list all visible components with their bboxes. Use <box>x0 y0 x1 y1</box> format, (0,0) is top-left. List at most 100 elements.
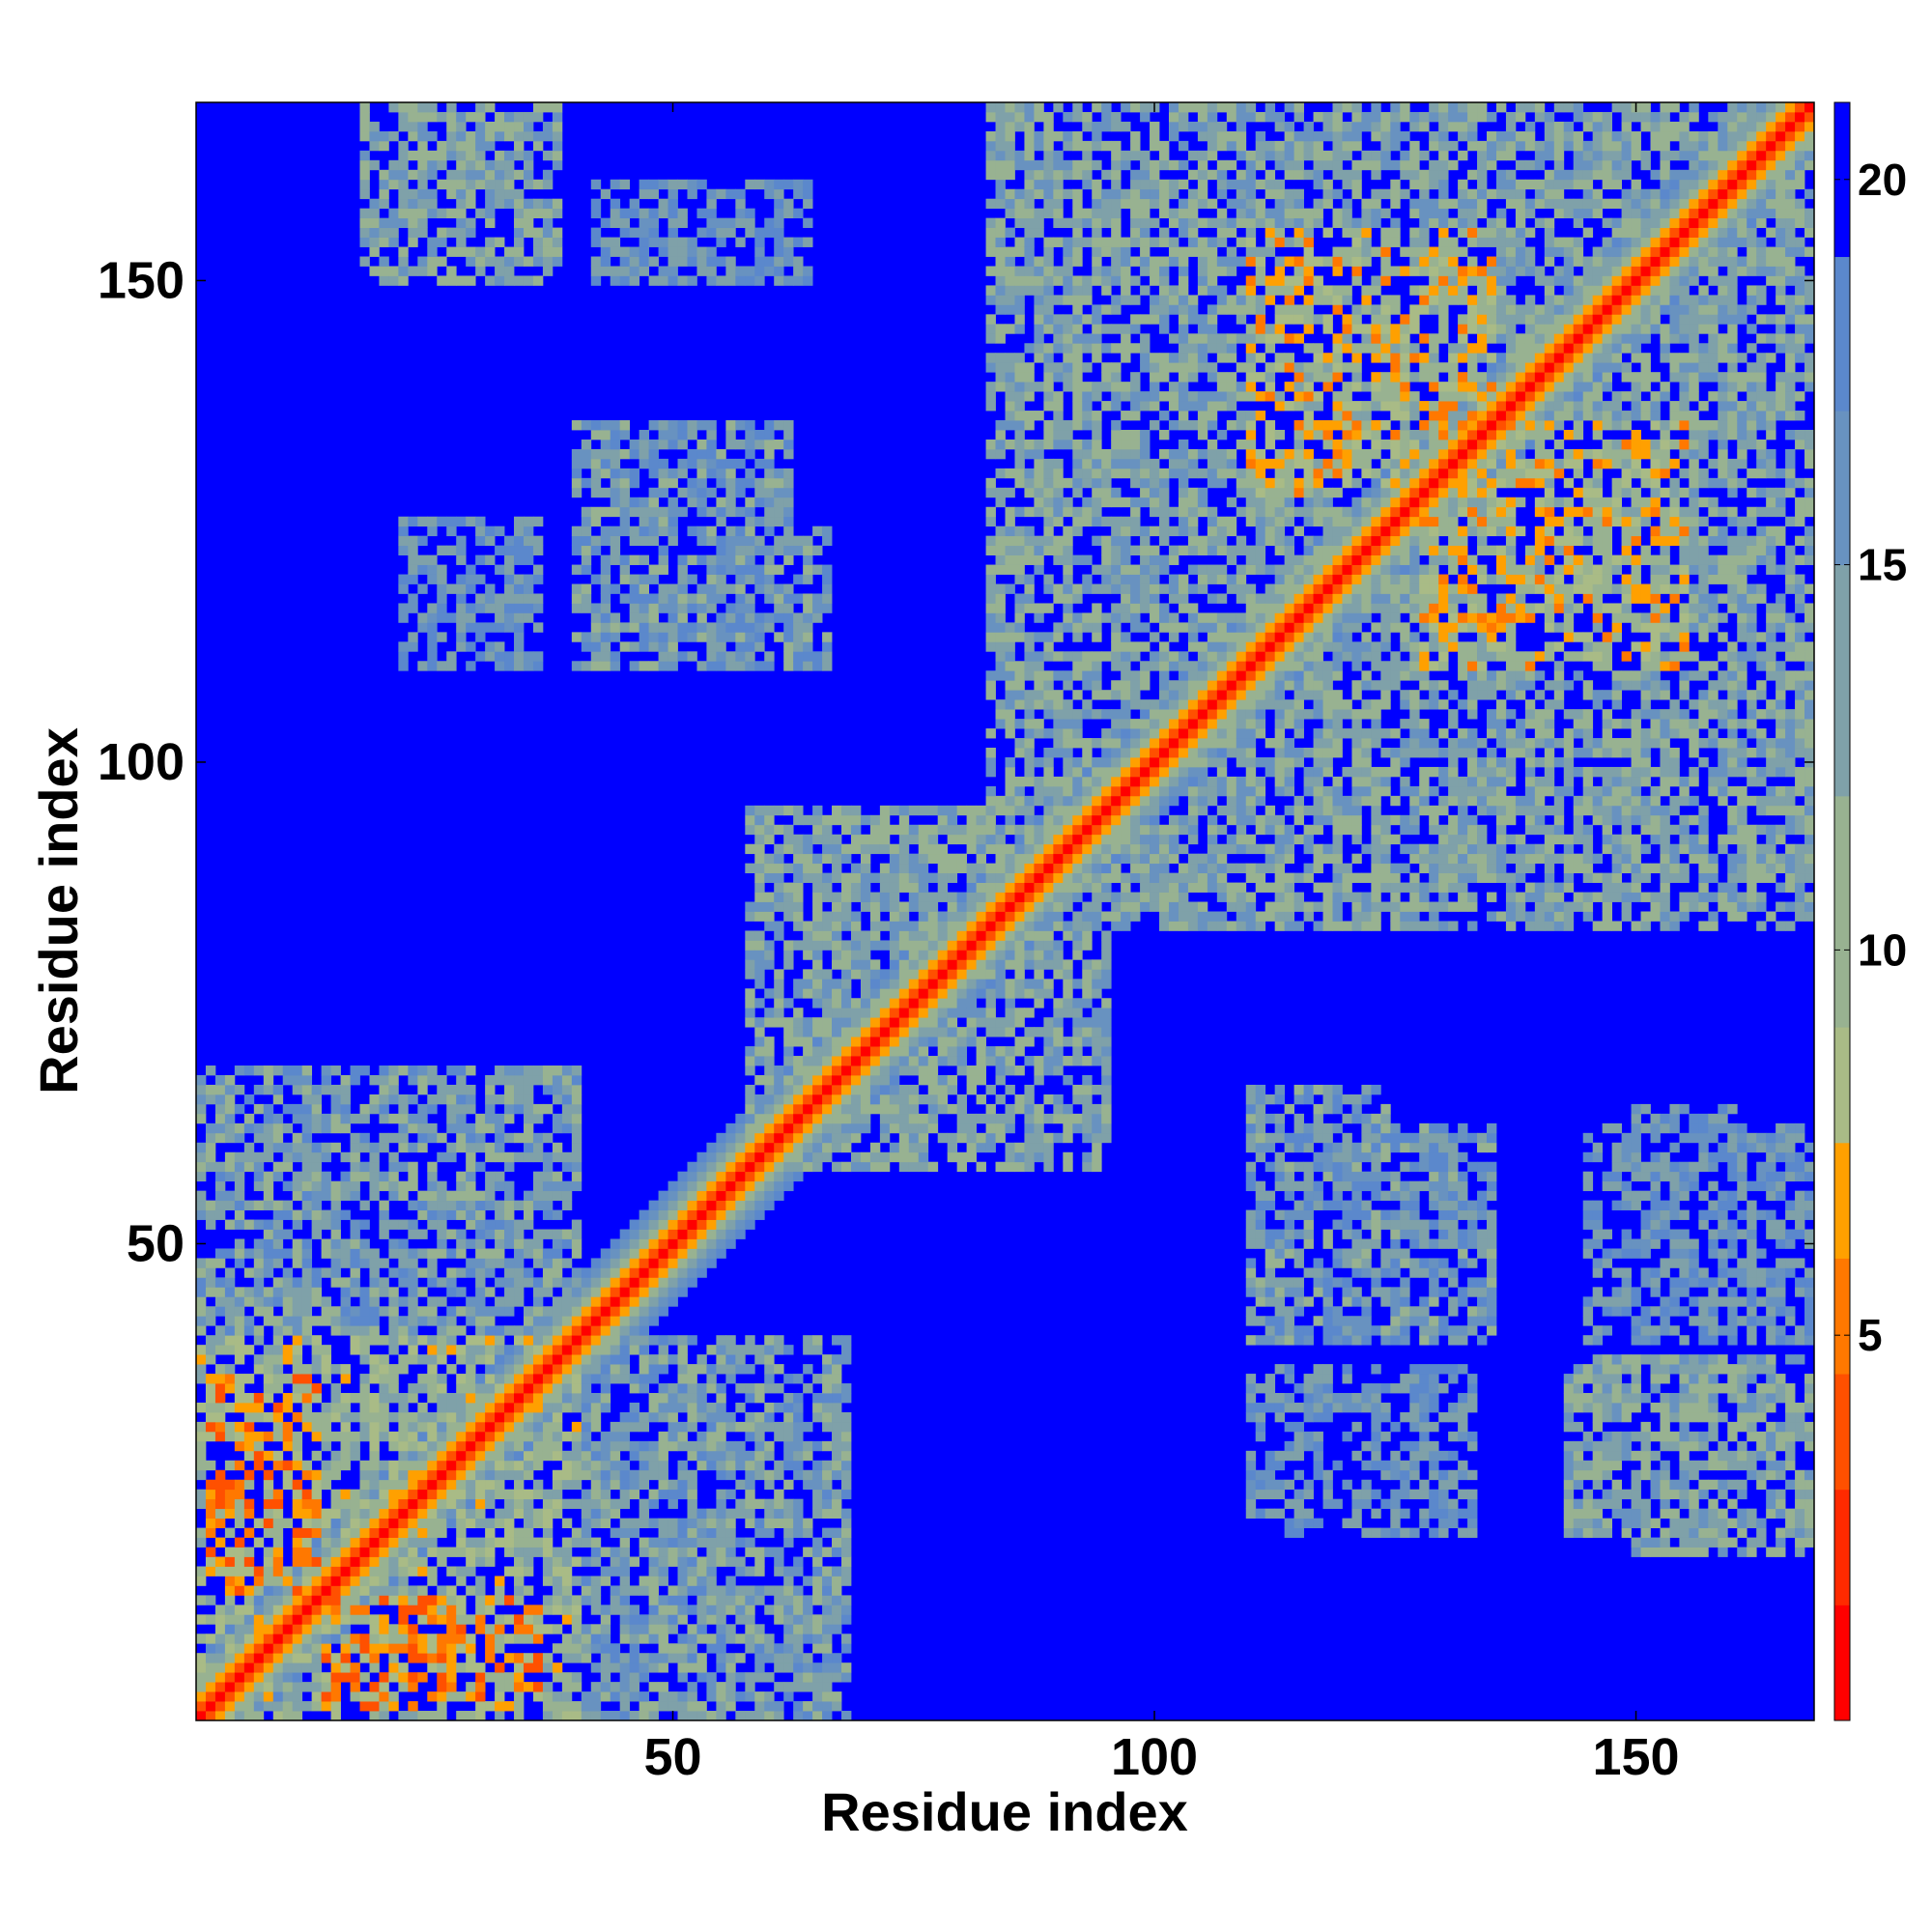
heatmap-cell <box>735 275 746 286</box>
heatmap-cell <box>253 1161 265 1173</box>
heatmap-cell <box>735 1440 746 1452</box>
heatmap-cell <box>272 1691 284 1702</box>
heatmap-cell <box>504 1450 515 1462</box>
heatmap-cell <box>658 1219 668 1230</box>
heatmap-cell <box>369 227 380 238</box>
heatmap-cell <box>889 805 900 816</box>
heatmap-cell <box>619 1527 631 1538</box>
heatmap-cell <box>272 1605 284 1615</box>
heatmap-cell <box>272 1489 284 1500</box>
heatmap-cell <box>330 1691 341 1702</box>
heatmap-cell <box>812 959 823 970</box>
heatmap-cell <box>379 1103 389 1115</box>
heatmap-cell <box>908 853 920 865</box>
heatmap-cell <box>668 1431 678 1442</box>
heatmap-cell <box>408 1354 418 1365</box>
heatmap-cell <box>205 1084 216 1095</box>
heatmap-cell <box>369 1691 380 1702</box>
heatmap-cell <box>754 1354 765 1365</box>
heatmap-cell <box>561 1325 573 1336</box>
heatmap-cell <box>456 169 467 181</box>
heatmap-cell <box>860 814 871 826</box>
heatmap-cell <box>321 1566 331 1577</box>
heatmap-cell <box>648 227 659 238</box>
heatmap-cell <box>610 583 621 594</box>
heatmap-cell <box>610 1335 621 1346</box>
heatmap-cell <box>677 1402 688 1413</box>
heatmap-cell <box>696 1605 707 1615</box>
heatmap-cell <box>369 1566 380 1577</box>
heatmap-cell <box>716 1691 726 1702</box>
heatmap-cell <box>581 1296 592 1307</box>
heatmap-cell <box>832 950 842 960</box>
heatmap-cell <box>716 622 726 633</box>
heatmap-cell <box>725 622 736 633</box>
heatmap-cell <box>629 1489 640 1500</box>
heatmap-cell <box>619 487 631 498</box>
heatmap-cell <box>822 535 833 547</box>
heatmap-cell <box>668 237 678 247</box>
heatmap-cell <box>735 198 746 210</box>
heatmap-cell <box>610 1258 621 1268</box>
heatmap-cell <box>330 1248 341 1259</box>
heatmap-cell <box>590 1364 602 1375</box>
heatmap-cell <box>956 1094 968 1105</box>
heatmap-cell <box>783 612 794 623</box>
heatmap-cell <box>379 1585 389 1596</box>
heatmap-cell <box>532 1316 544 1326</box>
heatmap-cell <box>812 1585 823 1596</box>
heatmap-cell <box>629 439 640 450</box>
heatmap-cell <box>966 1084 977 1095</box>
heatmap-cell <box>668 526 678 537</box>
heatmap-cell <box>514 1238 525 1249</box>
heatmap-cell <box>677 1605 688 1615</box>
heatmap-cell <box>495 256 505 267</box>
heatmap-cell <box>668 477 678 489</box>
heatmap-cell <box>812 1566 823 1577</box>
heatmap-cell <box>437 1084 447 1095</box>
heatmap-cell <box>311 1151 323 1163</box>
heatmap-cell <box>485 1393 496 1404</box>
heatmap-cell <box>292 1151 303 1163</box>
heatmap-cell <box>850 1113 862 1124</box>
heatmap-cell <box>561 1335 573 1346</box>
heatmap-cell <box>350 1238 360 1249</box>
heatmap-cell <box>764 179 775 190</box>
heatmap-cell <box>340 1277 351 1288</box>
heatmap-cell <box>398 1316 409 1326</box>
heatmap-cell <box>350 1065 360 1076</box>
heatmap-cell <box>889 969 900 980</box>
heatmap-cell <box>398 169 409 181</box>
heatmap-cell <box>475 1335 486 1346</box>
heatmap-cell <box>581 1364 592 1375</box>
heatmap-cell <box>369 1335 380 1346</box>
heatmap-cell <box>427 1074 438 1086</box>
heatmap-cell <box>639 1374 649 1384</box>
heatmap-cell <box>552 1711 563 1721</box>
heatmap-cell <box>379 1306 389 1317</box>
heatmap-cell <box>774 843 784 855</box>
heatmap-cell <box>561 1122 573 1134</box>
heatmap-cell <box>417 1508 428 1520</box>
heatmap-cell <box>783 901 794 912</box>
heatmap-cell <box>561 1556 573 1567</box>
heatmap-cell <box>668 266 678 276</box>
heatmap-cell <box>504 1701 515 1712</box>
heatmap-cell <box>196 1662 207 1673</box>
heatmap-cell <box>495 545 505 555</box>
heatmap-cell <box>725 1190 736 1202</box>
heatmap-cell <box>196 1267 207 1278</box>
heatmap-cell <box>745 1489 755 1500</box>
heatmap-cell <box>388 1296 399 1307</box>
heatmap-cell <box>350 1219 360 1230</box>
heatmap-cell <box>514 554 525 565</box>
heatmap-cell <box>850 843 862 855</box>
heatmap-cell <box>947 1142 958 1153</box>
heatmap-cell <box>677 256 688 267</box>
heatmap-cell <box>456 622 467 633</box>
heatmap-cell <box>764 1046 775 1057</box>
heatmap-cell <box>812 892 823 902</box>
heatmap-cell <box>205 1711 216 1721</box>
heatmap-cell <box>417 140 428 152</box>
heatmap-cell <box>600 1614 611 1625</box>
